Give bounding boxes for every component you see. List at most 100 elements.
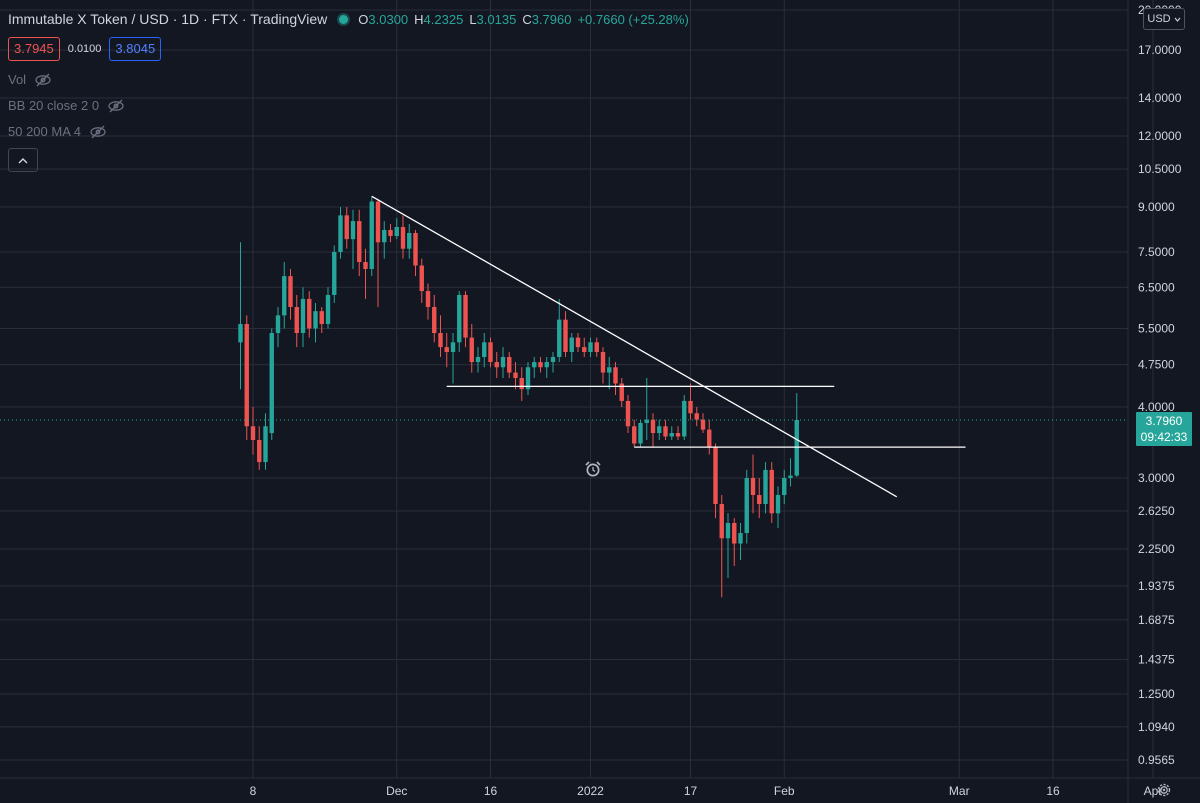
bar-countdown: 09:42:33: [1140, 429, 1188, 444]
indicator-bollinger[interactable]: BB 20 close 2 0: [8, 98, 125, 113]
candle: [257, 426, 262, 470]
candle-body: [513, 372, 518, 378]
candle: [375, 198, 381, 308]
x-tick-label: 8: [250, 784, 257, 798]
candle: [313, 302, 318, 343]
candle-body: [325, 294, 331, 325]
candle: [413, 229, 418, 277]
candle: [775, 486, 781, 528]
candle-body: [600, 351, 606, 373]
eye-off-icon[interactable]: [107, 99, 125, 113]
eye-off-icon[interactable]: [89, 125, 107, 139]
candle-body: [419, 265, 424, 292]
y-tick-label: 5.5000: [1138, 321, 1175, 335]
y-tick-label: 10.5000: [1138, 162, 1182, 176]
drawing-layer[interactable]: [0, 195, 1128, 498]
candle-body: [675, 433, 681, 437]
candle-body: [488, 342, 493, 363]
candle-body: [294, 307, 299, 334]
eye-off-icon[interactable]: [34, 73, 52, 87]
candle: [269, 328, 274, 440]
symbol-title[interactable]: Immutable X Token / USD · 1D · FTX · Tra…: [8, 11, 328, 27]
ohlc-low: L3.0135: [469, 11, 517, 27]
candle-body: [663, 426, 668, 437]
candle: [450, 333, 456, 384]
x-tick-label: 2022: [577, 784, 604, 798]
candle-body: [619, 383, 624, 401]
candle: [419, 258, 424, 303]
candle: [650, 413, 656, 448]
trade-buttons: 3.7945 0.0100 3.8045: [8, 37, 162, 61]
candle-body: [350, 221, 356, 240]
candle-body: [713, 447, 718, 504]
candle: [719, 495, 724, 598]
candle: [788, 458, 793, 487]
candle-body: [582, 347, 587, 352]
candle-body: [625, 400, 631, 427]
candle-body: [707, 429, 712, 448]
indicator-volume[interactable]: Vol: [8, 72, 52, 87]
candle-body: [594, 342, 599, 352]
y-tick-label: 1.9375: [1138, 579, 1175, 593]
candle-body: [238, 324, 243, 343]
current-price-value: 3.7960: [1145, 413, 1183, 428]
candle-body: [500, 356, 506, 368]
candle: [607, 356, 612, 390]
indicator-ma[interactable]: 50 200 MA 4: [8, 124, 107, 139]
candle-body: [750, 478, 756, 496]
currency-select[interactable]: USD: [1143, 8, 1185, 30]
candle-body: [300, 298, 306, 334]
candle-body: [482, 342, 487, 357]
candle: [325, 287, 331, 329]
candle: [307, 291, 312, 338]
candle-body: [307, 298, 312, 329]
x-tick-label: Apr: [1144, 784, 1163, 798]
candle: [319, 307, 324, 334]
candle: [600, 347, 606, 384]
buy-button[interactable]: 3.8045: [109, 37, 162, 61]
candle: [469, 324, 474, 373]
candle: [563, 311, 568, 357]
candle: [263, 413, 268, 470]
candle: [250, 407, 256, 455]
candle: [663, 419, 668, 440]
candle-body: [400, 226, 406, 249]
price-change: +0.7660 (+25.28%): [577, 11, 689, 27]
candle: [475, 347, 481, 373]
candle-body: [519, 377, 524, 390]
candle: [707, 419, 712, 455]
candle-body: [244, 324, 249, 427]
candle: [582, 337, 587, 357]
candle: [613, 362, 618, 396]
candle: [657, 419, 662, 440]
ohlc-high: H4.2325: [414, 11, 464, 27]
candle-body: [250, 426, 256, 440]
y-tick-label: 12.0000: [1138, 129, 1182, 143]
candle: [344, 207, 349, 249]
sell-button[interactable]: 3.7945: [8, 37, 60, 61]
candle: [763, 462, 768, 514]
collapse-indicators-button[interactable]: [8, 148, 38, 172]
candle: [513, 362, 518, 390]
candle: [594, 337, 599, 357]
candle: [769, 462, 774, 523]
candle-body: [263, 426, 268, 463]
gear-icon[interactable]: [1155, 781, 1173, 799]
alarm-clock-icon[interactable]: [584, 460, 602, 478]
candle-body: [682, 400, 687, 437]
candle-body: [388, 229, 393, 237]
candle-body: [769, 469, 774, 514]
candle-body: [694, 413, 699, 420]
candle: [282, 262, 287, 329]
candle-body: [494, 362, 499, 368]
candle: [482, 333, 487, 368]
candle-body: [569, 337, 574, 352]
candle: [700, 413, 706, 434]
candle: [525, 362, 531, 396]
y-tick-label: 0.9565: [1138, 753, 1175, 767]
candle: [369, 196, 374, 277]
candle: [294, 294, 299, 348]
candle: [500, 347, 506, 378]
candle-body: [788, 475, 793, 478]
